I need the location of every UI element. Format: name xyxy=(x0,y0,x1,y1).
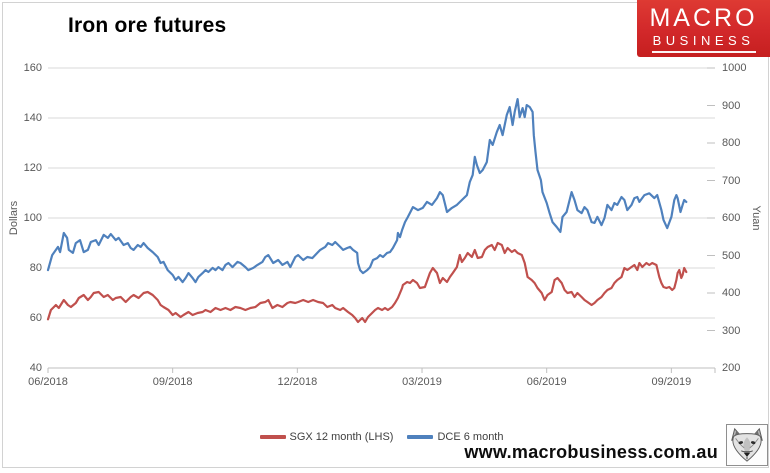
chart-title: Iron ore futures xyxy=(68,14,227,37)
right-axis-tick-label: 200 xyxy=(722,362,741,374)
legend-item: SGX 12 month (LHS) xyxy=(259,431,394,443)
left-axis-tick-label: 40 xyxy=(29,362,42,374)
legend-label: DCE 6 month xyxy=(437,431,504,443)
legend-swatch xyxy=(259,435,286,439)
series-line-sgx-12-month-lhs- xyxy=(46,241,688,324)
logo-line-business: BUSINESS xyxy=(652,33,755,48)
right-axis-tick-label: 1000 xyxy=(722,62,747,74)
right-axis-tick-label: 300 xyxy=(722,324,741,337)
wolf-logo xyxy=(726,424,768,466)
left-axis-tick-label: 60 xyxy=(29,312,42,324)
logo-underline xyxy=(651,51,756,53)
legend-swatch xyxy=(407,435,434,439)
logo-line-macro: MACRO xyxy=(649,4,758,32)
right-axis-tick-label: 700 xyxy=(722,174,741,187)
chart-legend: SGX 12 month (LHS) DCE 6 month xyxy=(48,431,715,443)
wolf-head-icon xyxy=(731,427,763,462)
legend-item: DCE 6 month xyxy=(407,431,503,443)
right-axis-tick-label: 600 xyxy=(722,212,741,224)
right-axis-tick-label: 500 xyxy=(722,249,741,262)
x-axis-tick-label: 12/2018 xyxy=(277,376,318,388)
left-axis-tick-label: 120 xyxy=(23,162,42,174)
right-axis-tick-label: 900 xyxy=(722,99,741,112)
x-axis-tick-label: 03/2019 xyxy=(402,376,442,388)
right-axis-tick-label: 800 xyxy=(722,137,741,149)
x-axis-tick-label: 06/2019 xyxy=(526,376,567,388)
right-axis-title: Yuan xyxy=(750,205,762,231)
left-axis-tick-label: 80 xyxy=(29,262,42,274)
left-axis-title: Dollars xyxy=(8,200,20,236)
series-line-dce-6-month xyxy=(46,97,688,284)
website-text: www.macrobusiness.com.au xyxy=(464,442,718,462)
x-axis-tick-label: 09/2019 xyxy=(651,376,692,388)
legend-label: SGX 12 month (LHS) xyxy=(289,431,394,443)
right-axis-tick-label: 400 xyxy=(722,287,741,299)
macrobusiness-logo: MACRO BUSINESS xyxy=(637,0,770,57)
left-axis-tick-label: 100 xyxy=(23,212,42,224)
left-axis-tick-label: 140 xyxy=(23,112,42,124)
x-axis-tick-label: 06/2018 xyxy=(28,376,68,388)
left-axis-tick-label: 160 xyxy=(23,62,42,74)
x-axis-tick-label: 09/2018 xyxy=(152,376,193,388)
